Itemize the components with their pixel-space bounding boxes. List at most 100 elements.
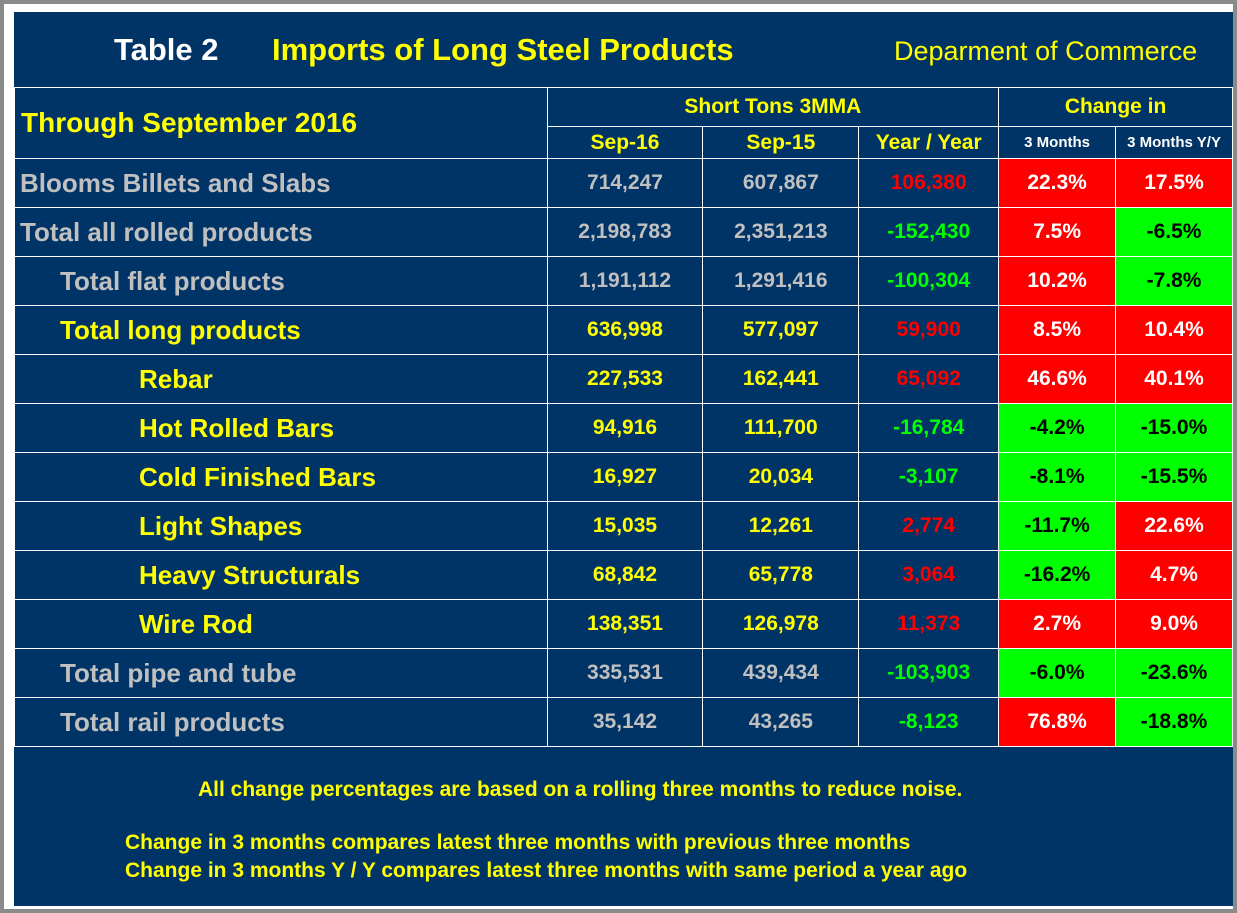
table-row: Total long products 636,998 577,097 59,900 8… [14,305,1233,355]
yoy-value: 65,092 [858,354,1000,404]
row-name: Total flat products [14,256,548,306]
col-header-sep16: Sep-16 [546,126,704,159]
change-3m-yy-value: -6.5% [1115,207,1233,257]
change-3m-value: 2.7% [998,599,1117,649]
row-name: Total all rolled products [14,207,548,257]
change-3m-value: -8.1% [998,452,1117,502]
col-header-3m-yy: 3 Months Y/Y [1115,126,1233,159]
change-3m-yy-value: -15.5% [1115,452,1233,502]
table-row: Light Shapes 15,035 12,261 2,774 -11.7% 22.6% [14,501,1233,551]
change-3m-yy-value: 9.0% [1115,599,1233,649]
note-3-months-yy: Change in 3 months Y / Y compares latest… [125,859,968,882]
change-3m-yy-value: 40.1% [1115,354,1233,404]
sep16-value: 714,247 [546,158,704,208]
table-row: Heavy Structurals 68,842 65,778 3,064 -16.2%… [14,550,1233,600]
change-3m-value: 22.3% [998,158,1117,208]
note-rolling: All change percentages are based on a ro… [198,778,963,801]
change-3m-yy-value: 4.7% [1115,550,1233,600]
period-label: Through September 2016 [14,87,548,159]
sep16-value: 16,927 [546,452,704,502]
table-row: Cold Finished Bars 16,927 20,034 -3,107 -8.1… [14,452,1233,502]
row-name: Rebar [14,354,548,404]
change-3m-value: -4.2% [998,403,1117,453]
table-row: Hot Rolled Bars 94,916 111,700 -16,784 -4.2%… [14,403,1233,453]
row-name: Total long products [14,305,548,355]
row-name: Heavy Structurals [14,550,548,600]
row-name: Total rail products [14,697,548,747]
sep15-value: 162,441 [702,354,860,404]
yoy-value: 3,064 [858,550,1000,600]
imports-table: Through September 2016 Short Tons 3MMA C… [14,87,1233,747]
row-name: Cold Finished Bars [14,452,548,502]
yoy-value: 2,774 [858,501,1000,551]
table-row: Total rail products 35,142 43,265 -8,123 76.… [14,697,1233,747]
sep15-value: 577,097 [702,305,860,355]
yoy-value: -16,784 [858,403,1000,453]
table-panel: Table 2 Imports of Long Steel Products D… [14,12,1233,906]
sep16-value: 335,531 [546,648,704,698]
sep16-value: 636,998 [546,305,704,355]
yoy-value: -3,107 [858,452,1000,502]
table-row: Total pipe and tube 335,531 439,434 -103,90… [14,648,1233,698]
yoy-value: 11,373 [858,599,1000,649]
change-3m-value: -11.7% [998,501,1117,551]
yoy-value: 106,380 [858,158,1000,208]
col-header-sep15: Sep-15 [702,126,860,159]
table-title: Imports of Long Steel Products [272,32,734,67]
sep16-value: 15,035 [546,501,704,551]
sep16-value: 35,142 [546,697,704,747]
change-3m-value: 76.8% [998,697,1117,747]
table-row: Total all rolled products 2,198,783 2,351,… [14,207,1233,257]
sep16-value: 1,191,112 [546,256,704,306]
yoy-value: -103,903 [858,648,1000,698]
change-3m-value: 10.2% [998,256,1117,306]
change-group-header: Change in [998,87,1233,127]
header-row-2: Sep-16 Sep-15 Year / Year 3 Months 3 Mon… [15,126,1233,159]
table-row: Blooms Billets and Slabs 714,247 607,867 10… [14,158,1233,208]
change-3m-yy-value: 10.4% [1115,305,1233,355]
sep15-value: 1,291,416 [702,256,860,306]
sep16-value: 68,842 [546,550,704,600]
col-header-yoy: Year / Year [858,126,1000,159]
table-row: Wire Rod 138,351 126,978 11,373 2.7% 9.0% [14,599,1233,649]
yoy-value: -8,123 [858,697,1000,747]
row-name: Total pipe and tube [14,648,548,698]
table-label: Table 2 [114,32,219,67]
header-row-1: Through September 2016 Short Tons 3MMA C… [14,87,1233,159]
row-name: Hot Rolled Bars [14,403,548,453]
row-name: Blooms Billets and Slabs [14,158,548,208]
change-3m-value: 46.6% [998,354,1117,404]
sep15-value: 20,034 [702,452,860,502]
sep15-value: 12,261 [702,501,860,551]
row-name: Wire Rod [14,599,548,649]
change-3m-value: 7.5% [998,207,1117,257]
source-label: Deparment of Commerce [894,36,1198,66]
sep16-value: 2,198,783 [546,207,704,257]
table-row: Total flat products 1,191,112 1,291,416 -10… [14,256,1233,306]
sep16-value: 94,916 [546,403,704,453]
row-name: Light Shapes [14,501,548,551]
sep15-value: 607,867 [702,158,860,208]
sep15-value: 43,265 [702,697,860,747]
change-3m-value: 8.5% [998,305,1117,355]
change-3m-yy-value: -23.6% [1115,648,1233,698]
sep16-value: 227,533 [546,354,704,404]
change-3m-yy-value: -7.8% [1115,256,1233,306]
change-3m-yy-value: 22.6% [1115,501,1233,551]
change-3m-yy-value: -18.8% [1115,697,1233,747]
yoy-value: 59,900 [858,305,1000,355]
change-3m-yy-value: -15.0% [1115,403,1233,453]
sep15-value: 2,351,213 [702,207,860,257]
change-3m-value: -6.0% [998,648,1117,698]
table-row: Rebar 227,533 162,441 65,092 46.6% 40.1% [14,354,1233,404]
tons-group-header: Short Tons 3MMA [546,87,1000,127]
change-3m-value: -16.2% [998,550,1117,600]
yoy-value: -100,304 [858,256,1000,306]
col-header-3m: 3 Months [998,126,1117,159]
change-3m-yy-value: 17.5% [1115,158,1233,208]
sep15-value: 126,978 [702,599,860,649]
sep15-value: 65,778 [702,550,860,600]
note-3-months: Change in 3 months compares latest three… [125,831,911,854]
yoy-value: -152,430 [858,207,1000,257]
